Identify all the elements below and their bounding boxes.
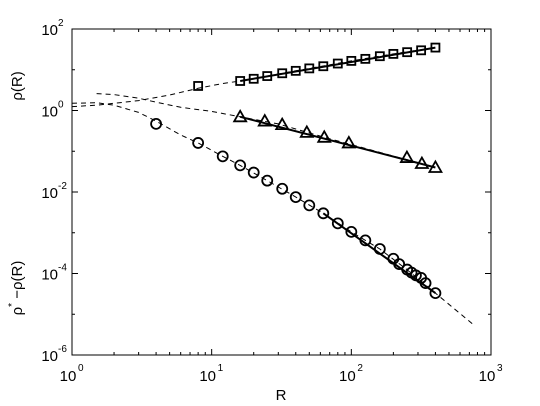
square-point (318, 61, 329, 72)
x-tick-label: 10 (60, 368, 77, 385)
square-point (332, 58, 343, 69)
circle-point (261, 174, 274, 187)
circle-point (359, 234, 372, 247)
square-point (416, 45, 427, 56)
fit-line-1 (240, 46, 436, 82)
triangle-point (299, 124, 315, 138)
square-point (374, 51, 385, 62)
circle-point (192, 137, 205, 149)
square-point (235, 76, 246, 86)
y-axis-label-bottom: ρ* −ρ(R) (7, 261, 26, 316)
curves-layer (72, 46, 474, 326)
dashed-curve-3 (72, 102, 474, 326)
x-axis: 10 0 10 1 10 2 10 3 (60, 29, 503, 385)
triangle-point (399, 149, 415, 163)
square-point (346, 55, 357, 66)
markers-layer (150, 42, 443, 300)
square-point (248, 73, 259, 84)
circle-point (303, 199, 316, 212)
y-tick-exponent: -2 (58, 181, 67, 192)
square-point (402, 47, 413, 58)
x-tick-exponent: 0 (78, 363, 84, 374)
y-label-base: ρ (9, 307, 26, 316)
y-tick-label: 10 (41, 104, 58, 121)
triangle-point (341, 135, 357, 149)
y-tick-label: 10 (41, 22, 58, 39)
square-point (277, 68, 288, 79)
triangle-point (232, 108, 248, 123)
y-tick-label: 10 (41, 185, 58, 202)
square-point (193, 81, 204, 91)
circle-point (216, 150, 229, 163)
circle-point (331, 217, 344, 230)
x-tick-label: 10 (339, 368, 356, 385)
circle-point (429, 287, 442, 300)
square-point (262, 71, 273, 81)
circle-point (289, 191, 302, 203)
y-tick-label: 10 (41, 267, 58, 284)
circle-point (345, 225, 358, 238)
x-tick-exponent: 1 (218, 363, 224, 374)
circle-point (419, 277, 432, 290)
triangle-point (427, 159, 443, 173)
y-tick-label: 10 (41, 348, 58, 365)
circle-point (317, 207, 330, 220)
x-axis-label: R (276, 387, 287, 404)
y-tick-exponent: 2 (58, 18, 64, 29)
y-tick-exponent: 0 (58, 100, 64, 111)
dashed-curve-2 (96, 93, 436, 168)
x-tick-exponent: 3 (497, 363, 503, 374)
circle-point (393, 258, 406, 271)
triangle-point (257, 113, 273, 127)
circle-point (150, 117, 162, 130)
triangle-point (316, 129, 332, 143)
circle-point (234, 159, 247, 172)
y-label-rest: −ρ(R) (9, 261, 26, 303)
y-tick-exponent: -6 (58, 344, 67, 355)
y-axis-label-top: ρ(R) (9, 71, 26, 100)
plot-area (71, 28, 492, 356)
triangle-point (274, 116, 290, 131)
x-tick-label: 10 (199, 368, 216, 385)
square-point (304, 63, 315, 74)
circle-point (373, 243, 386, 255)
x-tick-exponent: 2 (357, 363, 363, 374)
triangle-point (414, 155, 430, 169)
circle-point (247, 166, 260, 179)
square-point (388, 48, 399, 59)
y-label-sup: * (7, 303, 18, 307)
square-point (290, 65, 301, 76)
circle-point (276, 182, 289, 195)
x-tick-label: 10 (479, 368, 496, 385)
square-point (430, 42, 441, 53)
y-tick-exponent: -4 (58, 263, 67, 274)
square-point (360, 53, 371, 64)
dashed-curve-1 (72, 47, 436, 108)
